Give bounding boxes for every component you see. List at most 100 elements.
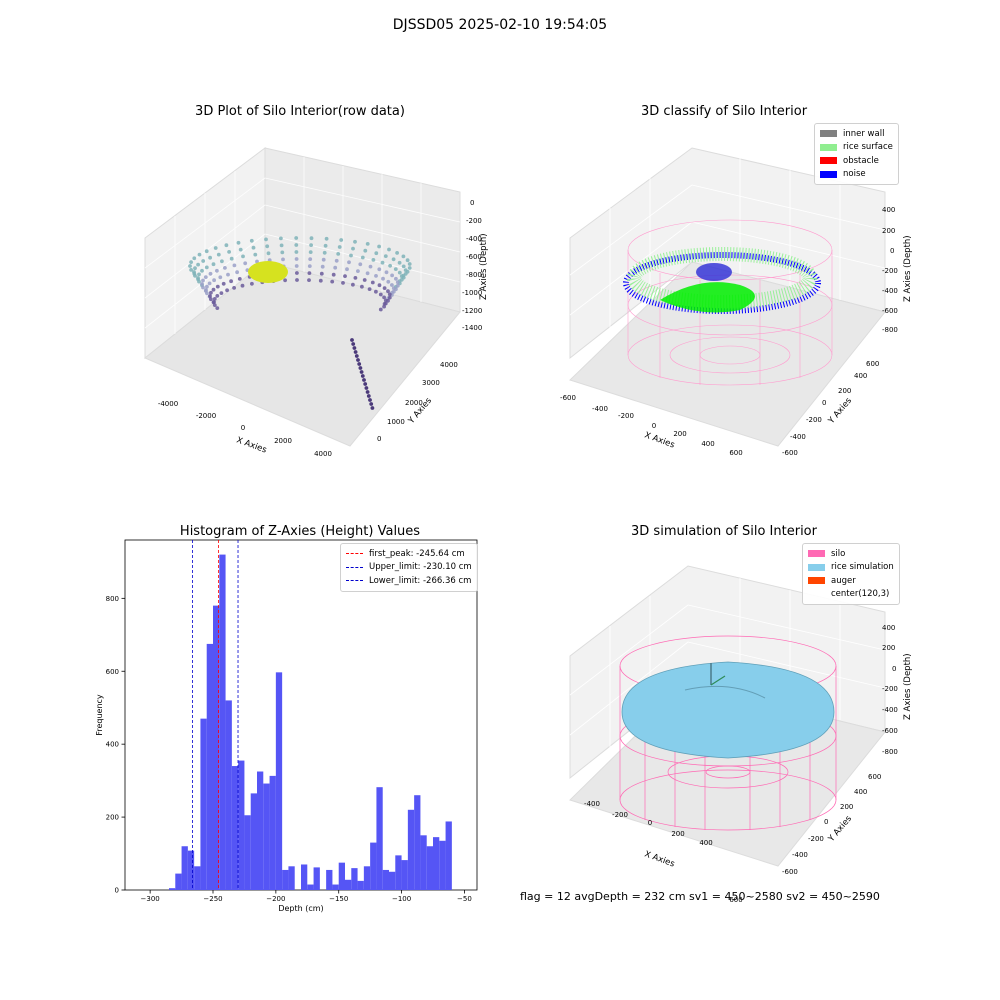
sim-x-tick: -400: [584, 800, 600, 808]
raw-y-tick: 0: [377, 435, 381, 443]
legend-label: obstacle: [843, 155, 879, 166]
histogram-bar: [275, 672, 283, 890]
raw-point: [343, 274, 347, 278]
histogram-bar: [376, 787, 383, 890]
histogram-bar: [332, 884, 339, 890]
legend-label: inner wall: [843, 128, 885, 139]
histogram-x-tick-label: −150: [329, 895, 348, 903]
raw-point: [357, 362, 362, 366]
histogram-bar: [382, 869, 389, 890]
raw-point: [225, 288, 230, 293]
classify-x-tick: 0: [652, 422, 656, 430]
raw-point: [380, 260, 385, 265]
histogram-bar: [225, 700, 232, 890]
raw-x-ticks: -4000 -2000 0 2000 4000: [158, 400, 332, 458]
classify-z-tick: -400: [882, 287, 898, 295]
classify-z-tick: -200: [882, 267, 898, 275]
raw-point: [266, 251, 271, 256]
raw-point: [196, 262, 201, 267]
legend-item-noise: noise: [820, 168, 893, 182]
raw-point: [192, 270, 196, 274]
histogram-x-tick-label: −250: [203, 895, 222, 903]
raw-point: [240, 283, 245, 288]
raw-point: [382, 295, 386, 300]
raw-point: [365, 242, 370, 246]
sim-z-label: Z Axies (Depth): [903, 653, 913, 720]
raw-point: [341, 281, 345, 285]
raw-point: [294, 250, 299, 254]
raw-z-tick: -1200: [462, 307, 482, 315]
histogram-bar: [231, 766, 239, 890]
raw-point: [205, 284, 209, 289]
raw-point: [295, 271, 299, 275]
sim-z-tick: 400: [882, 624, 895, 632]
histogram-bar: [288, 866, 295, 890]
legend-item-rice-surface: rice surface: [820, 141, 893, 155]
raw-point: [401, 254, 406, 259]
raw-point: [294, 243, 299, 247]
raw-point: [403, 268, 408, 272]
raw-point: [255, 259, 259, 264]
raw-point: [220, 259, 224, 264]
raw-point: [197, 272, 201, 277]
raw-point: [324, 236, 329, 241]
histogram-bar: [426, 846, 433, 890]
raw-point: [208, 271, 213, 276]
classify-y-label: Y Axies: [826, 396, 854, 427]
raw-point: [208, 255, 213, 260]
raw-point: [227, 250, 232, 254]
histogram-bar: [169, 888, 176, 890]
legend-label: Lower_limit: -266.36 cm: [369, 575, 472, 586]
raw-x-tick: -2000: [196, 412, 216, 420]
histogram-bars: [169, 554, 452, 890]
raw-point: [395, 251, 399, 255]
raw-point: [347, 260, 351, 265]
noise-points: [623, 252, 821, 314]
raw-point: [232, 286, 237, 290]
legend-label: Upper_limit: -230.10 cm: [369, 562, 472, 573]
figure-title: DJSSD05 2025-02-10 19:54:05: [392, 17, 608, 33]
raw-point: [250, 281, 254, 286]
raw-point: [213, 246, 218, 250]
classify-x-tick: -400: [592, 405, 608, 413]
raw-point: [353, 350, 358, 354]
sim-y-tick: -600: [782, 868, 798, 876]
sim-y-tick: 400: [854, 788, 867, 796]
raw-point: [395, 280, 400, 285]
raw-point: [351, 342, 356, 346]
raw-point: [363, 382, 368, 386]
histogram-bar: [414, 795, 421, 890]
legend-swatch: [820, 130, 837, 138]
raw-point: [362, 278, 367, 282]
raw-point: [377, 244, 381, 249]
sim-z-tick: -200: [882, 685, 898, 693]
raw-point: [320, 264, 325, 269]
classify-z-tick: 0: [890, 247, 894, 255]
raw-z-tick: -1400: [462, 324, 482, 332]
raw-point: [226, 272, 230, 277]
raw-x-label: X Axies: [235, 435, 268, 455]
classify-y-tick: 0: [822, 399, 826, 407]
histogram-x-tick-label: −300: [141, 895, 160, 903]
histogram-x-tick-label: −50: [457, 895, 472, 903]
raw-point: [321, 257, 326, 262]
legend-item-silo: silo: [808, 547, 894, 561]
legend-label: auger: [831, 575, 856, 586]
raw-point: [399, 277, 404, 282]
raw-point: [189, 268, 194, 272]
histogram-bar: [269, 775, 276, 890]
raw-x-tick: -4000: [158, 400, 178, 408]
raw-point: [351, 282, 355, 287]
histogram-bar: [345, 879, 352, 890]
raw-point: [395, 283, 400, 288]
legend-item-lower-limit: Lower_limit: -266.36 cm: [346, 574, 472, 588]
raw-point: [294, 257, 299, 261]
sim-y-tick: -200: [808, 835, 824, 843]
raw-point: [399, 274, 404, 279]
raw-point: [360, 284, 364, 289]
raw-point: [200, 268, 204, 273]
sim-x-label: X Axies: [643, 849, 676, 869]
histogram-y-tick-label: 800: [106, 595, 119, 603]
raw-point: [205, 291, 209, 296]
raw-point: [264, 237, 268, 242]
